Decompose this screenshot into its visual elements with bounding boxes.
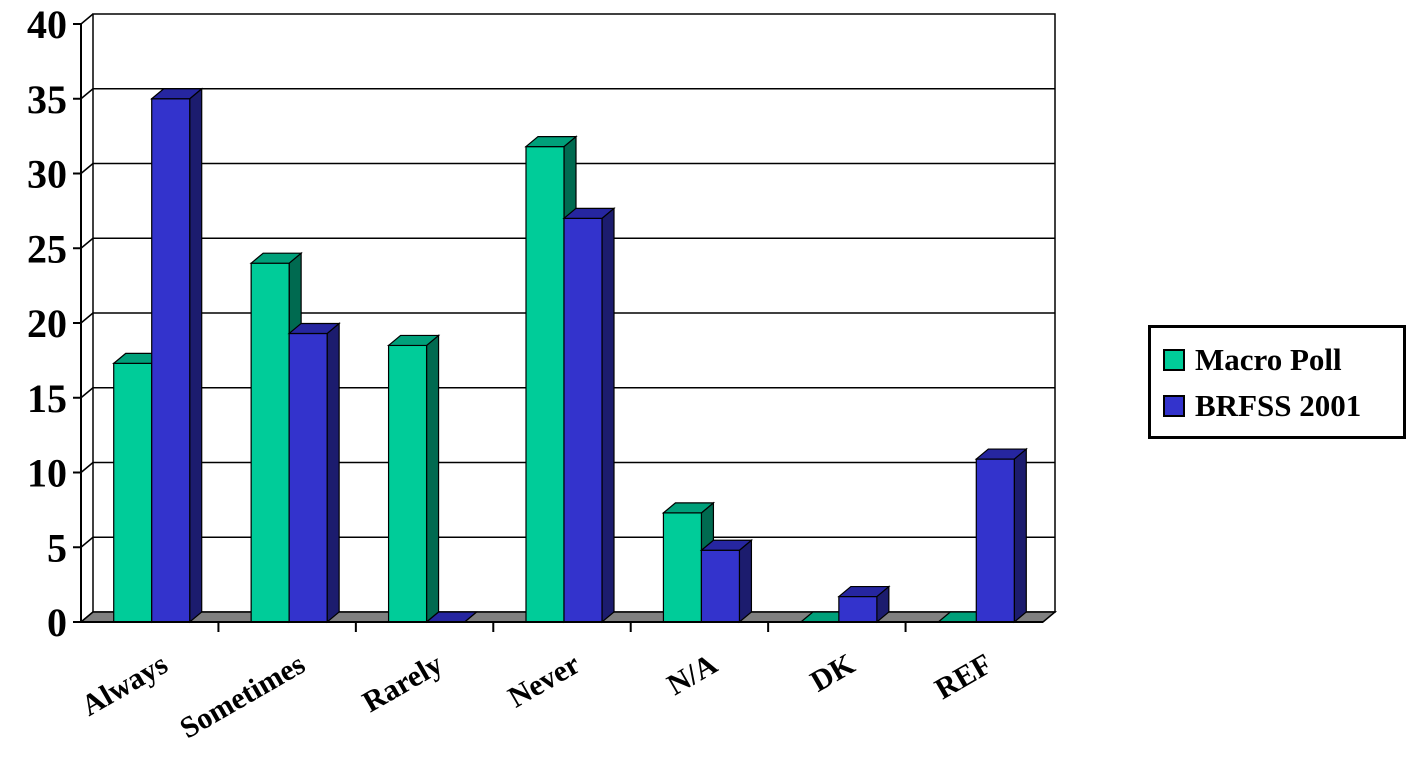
- legend-item-brfss-2001: BRFSS 2001: [1163, 386, 1361, 426]
- bar-front: [525, 145, 565, 623]
- y-tick-label: 30: [27, 152, 67, 197]
- legend-item-macro-poll: Macro Poll: [1163, 340, 1342, 380]
- bar-side: [601, 207, 615, 624]
- bar-top: [524, 135, 578, 148]
- bar-top: [287, 322, 341, 335]
- bar-front: [113, 362, 153, 623]
- bar-brfss-2001-always: [150, 87, 204, 624]
- gridline-depth: [80, 162, 94, 175]
- bar-top: [249, 252, 303, 264]
- legend-label-macro-poll: Macro Poll: [1195, 342, 1342, 377]
- y-tick-label: 25: [27, 226, 67, 271]
- bar-top: [386, 334, 441, 347]
- bar-top: [150, 88, 204, 100]
- bars: [112, 87, 1028, 624]
- bar-front: [250, 262, 290, 623]
- bar-brfss-2001-sometimes: [287, 322, 341, 624]
- bar-brfss-2001-ref: [974, 447, 1028, 624]
- bar-front: [288, 332, 328, 623]
- gridline-depth: [80, 461, 94, 474]
- legend-label-brfss-2001: BRFSS 2001: [1195, 388, 1362, 423]
- y-tick-label: 10: [27, 451, 67, 496]
- legend-swatch-macro-poll: [1163, 349, 1185, 371]
- bar-front: [838, 595, 878, 623]
- bar-side: [738, 538, 753, 624]
- y-tick-labels: 0 5 10 15 20 25 30 35 40: [27, 2, 67, 645]
- gridline-depth: [80, 536, 94, 548]
- bar-top: [562, 207, 616, 219]
- bar-front: [662, 512, 703, 623]
- x-category-label: REF: [929, 647, 997, 706]
- gridline-depth: [80, 88, 94, 100]
- bar-macro-poll-rarely: [386, 334, 441, 624]
- bar-brfss-2001-n-a: [699, 538, 754, 624]
- legend-swatch-brfss-2001: [1163, 395, 1185, 417]
- x-category-label: Always: [76, 647, 173, 722]
- bar-front: [975, 458, 1015, 623]
- y-tick-label: 20: [27, 301, 67, 346]
- axes: [73, 23, 1043, 632]
- x-category-label: DK: [805, 647, 861, 698]
- x-category-label: Rarely: [357, 647, 448, 719]
- bar-front: [387, 344, 428, 623]
- gridline-depth: [80, 387, 94, 399]
- x-category-label: Never: [503, 647, 586, 714]
- y-tick-label: 0: [47, 600, 67, 645]
- x-category-label: Sometimes: [174, 647, 310, 745]
- bar-front: [151, 98, 191, 623]
- y-tick-label: 35: [27, 77, 67, 122]
- legend: Macro Poll BRFSS 2001: [1148, 325, 1406, 439]
- bar-top: [661, 502, 716, 514]
- bar-brfss-2001-dk: [837, 585, 891, 624]
- bar-side: [189, 87, 203, 624]
- x-category-label: N/A: [662, 647, 724, 702]
- bar-brfss-2001-never: [562, 207, 616, 624]
- gridline-depth: [80, 13, 94, 25]
- gridline-depth: [80, 237, 94, 249]
- bar-side: [1013, 447, 1027, 624]
- gridline-depth: [80, 312, 94, 324]
- bar-macro-poll-never: [524, 135, 578, 624]
- bar-top: [699, 539, 754, 551]
- y-tick-label: 40: [27, 2, 67, 47]
- y-tick-label: 15: [27, 376, 67, 421]
- bar-top: [837, 585, 891, 598]
- bar-side: [326, 322, 340, 624]
- bar-front: [563, 217, 603, 623]
- bar-front: [700, 549, 741, 623]
- y-tick-label: 5: [47, 525, 67, 570]
- x-category-labels: Always Sometimes Rarely Never N/A DK REF: [76, 647, 998, 745]
- bar-side: [425, 334, 440, 624]
- bar-top: [974, 448, 1028, 460]
